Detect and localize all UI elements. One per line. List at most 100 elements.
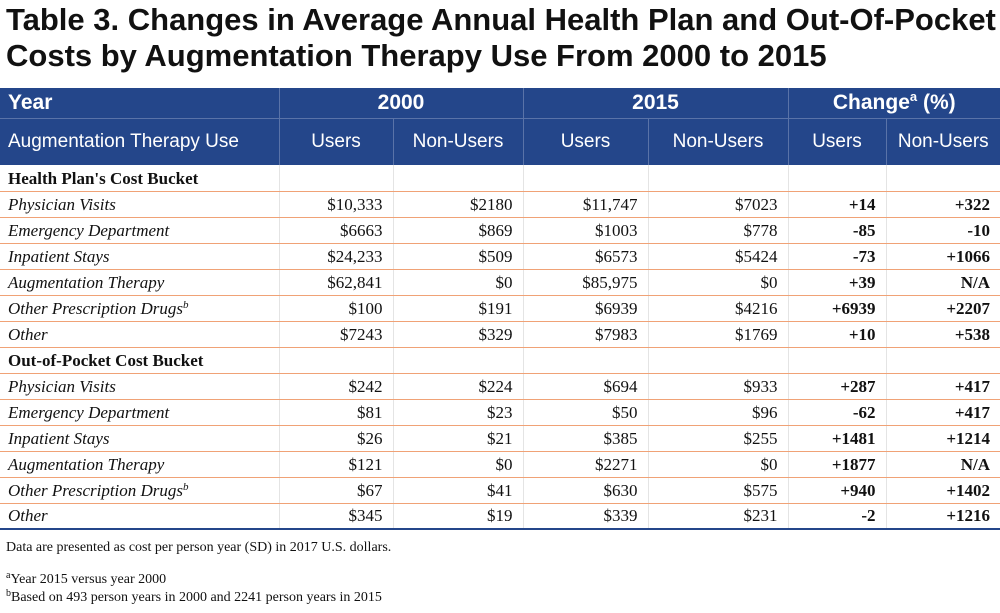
table-title: Table 3. Changes in Average Annual Healt… [6, 2, 996, 74]
row-label-text: Physician Visits [8, 194, 116, 214]
table-row: Augmentation Therapy $121 $0 $2271 $0 +1877 N/… [0, 451, 1000, 478]
section-title: Health Plan's Cost Bucket [0, 165, 280, 192]
nonusers-2015-cell: $231 [648, 503, 789, 530]
users-change-cell: +39 [788, 269, 887, 296]
row-label-text: Other Prescription Drugs [8, 298, 184, 318]
users-2015-cell: $7983 [523, 321, 649, 348]
nonusers-2000-cell: $23 [393, 399, 524, 426]
nonusers-change-cell: +1066 [886, 243, 1000, 270]
table-row: Inpatient Stays $24,233 $509 $6573 $5424 -73 +… [0, 243, 1000, 270]
row-label-text: Inpatient Stays [8, 428, 110, 448]
empty-cell [279, 347, 394, 374]
nonusers-2000-cell: $191 [393, 295, 524, 322]
nonusers-change-cell: N/A [886, 451, 1000, 478]
nonusers-change-cell: -10 [886, 217, 1000, 244]
nonusers-2015-cell: $0 [648, 451, 789, 478]
users-2015-cell: $339 [523, 503, 649, 530]
header-users-2000: Users [278, 118, 393, 165]
header-nonusers-change: Non-Users [885, 118, 1000, 165]
empty-cell [393, 347, 524, 374]
users-2015-cell: $50 [523, 399, 649, 426]
users-2015-cell: $6939 [523, 295, 649, 322]
header-users-2015: Users [522, 118, 648, 165]
row-label-text: Augmentation Therapy [8, 454, 165, 474]
users-change-cell: +287 [788, 373, 887, 400]
row-label: Physician Visits [0, 373, 280, 400]
users-2000-cell: $6663 [279, 217, 394, 244]
table-row: Physician Visits $10,333 $2180 $11,747 $7023… [0, 191, 1000, 218]
nonusers-change-cell: N/A [886, 269, 1000, 296]
users-2000-cell: $345 [279, 503, 394, 530]
footnote-b: bBased on 493 person years in 2000 and 2… [6, 588, 382, 606]
row-label: Augmentation Therapy [0, 451, 280, 478]
nonusers-2000-cell: $2180 [393, 191, 524, 218]
nonusers-change-cell: +1214 [886, 425, 1000, 452]
nonusers-2015-cell: $0 [648, 269, 789, 296]
nonusers-2015-cell: $7023 [648, 191, 789, 218]
users-2000-cell: $121 [279, 451, 394, 478]
empty-cell [393, 165, 524, 192]
header-nonusers-2000: Non-Users [392, 118, 523, 165]
row-label: Emergency Department [0, 399, 280, 426]
users-2015-cell: $694 [523, 373, 649, 400]
nonusers-change-cell: +1216 [886, 503, 1000, 530]
footnote-a-text: Year 2015 versus year 2000 [10, 572, 167, 587]
footnote-b-text: Based on 493 person years in 2000 and 22… [11, 590, 382, 605]
nonusers-change-cell: +417 [886, 373, 1000, 400]
table-row: Other Prescription Drugsb $67 $41 $630 $575 +… [0, 477, 1000, 504]
users-change-cell: -85 [788, 217, 887, 244]
row-label-text: Other [8, 506, 48, 525]
nonusers-2000-cell: $509 [393, 243, 524, 270]
title-line-2: Costs by Augmentation Therapy Use From 2… [6, 38, 827, 73]
empty-cell [788, 165, 887, 192]
users-2000-cell: $81 [279, 399, 394, 426]
row-label: Augmentation Therapy [0, 269, 280, 296]
users-change-cell: +14 [788, 191, 887, 218]
section-row: Health Plan's Cost Bucket [0, 165, 1000, 192]
table-body: Health Plan's Cost Bucket Physician Visit… [0, 165, 1000, 530]
table-row: Other $345 $19 $339 $231 -2 +1216 [0, 503, 1000, 530]
users-change-cell: +1481 [788, 425, 887, 452]
row-label: Other [0, 321, 280, 348]
row-footnote-mark: b [183, 480, 189, 493]
nonusers-2015-cell: $96 [648, 399, 789, 426]
header-change: Changea (%) [787, 88, 1000, 119]
nonusers-change-cell: +322 [886, 191, 1000, 218]
nonusers-2015-cell: $1769 [648, 321, 789, 348]
cost-table: Year 2000 2015 Changea (%) Augmentation … [0, 88, 1000, 530]
users-2015-cell: $385 [523, 425, 649, 452]
row-label: Inpatient Stays [0, 425, 280, 452]
section-row: Out-of-Pocket Cost Bucket [0, 347, 1000, 374]
header-nonusers-2015: Non-Users [647, 118, 788, 165]
header-2000: 2000 [278, 88, 523, 119]
nonusers-2015-cell: $575 [648, 477, 789, 504]
table-row: Emergency Department $81 $23 $50 $96 -62 +417 [0, 399, 1000, 426]
users-2015-cell: $2271 [523, 451, 649, 478]
table-row: Inpatient Stays $26 $21 $385 $255 +1481 +1214 [0, 425, 1000, 452]
empty-cell [523, 165, 649, 192]
empty-cell [279, 165, 394, 192]
row-label-text: Emergency Department [8, 402, 170, 422]
row-label-text: Inpatient Stays [8, 246, 110, 266]
nonusers-2000-cell: $19 [393, 503, 524, 530]
empty-cell [648, 165, 789, 192]
row-label: Other Prescription Drugsb [0, 477, 280, 504]
nonusers-2015-cell: $5424 [648, 243, 789, 270]
empty-cell [886, 165, 1000, 192]
users-2015-cell: $630 [523, 477, 649, 504]
nonusers-change-cell: +1402 [886, 477, 1000, 504]
nonusers-2015-cell: $255 [648, 425, 789, 452]
users-2000-cell: $7243 [279, 321, 394, 348]
nonusers-2000-cell: $869 [393, 217, 524, 244]
users-2015-cell: $1003 [523, 217, 649, 244]
users-2015-cell: $11,747 [523, 191, 649, 218]
table-row: Augmentation Therapy $62,841 $0 $85,975 $0 +3… [0, 269, 1000, 296]
section-title: Out-of-Pocket Cost Bucket [0, 347, 280, 374]
empty-cell [788, 347, 887, 374]
users-2000-cell: $10,333 [279, 191, 394, 218]
nonusers-2015-cell: $778 [648, 217, 789, 244]
users-2000-cell: $67 [279, 477, 394, 504]
footnote-b-mark: b [6, 588, 11, 599]
row-label: Inpatient Stays [0, 243, 280, 270]
users-change-cell: +940 [788, 477, 887, 504]
